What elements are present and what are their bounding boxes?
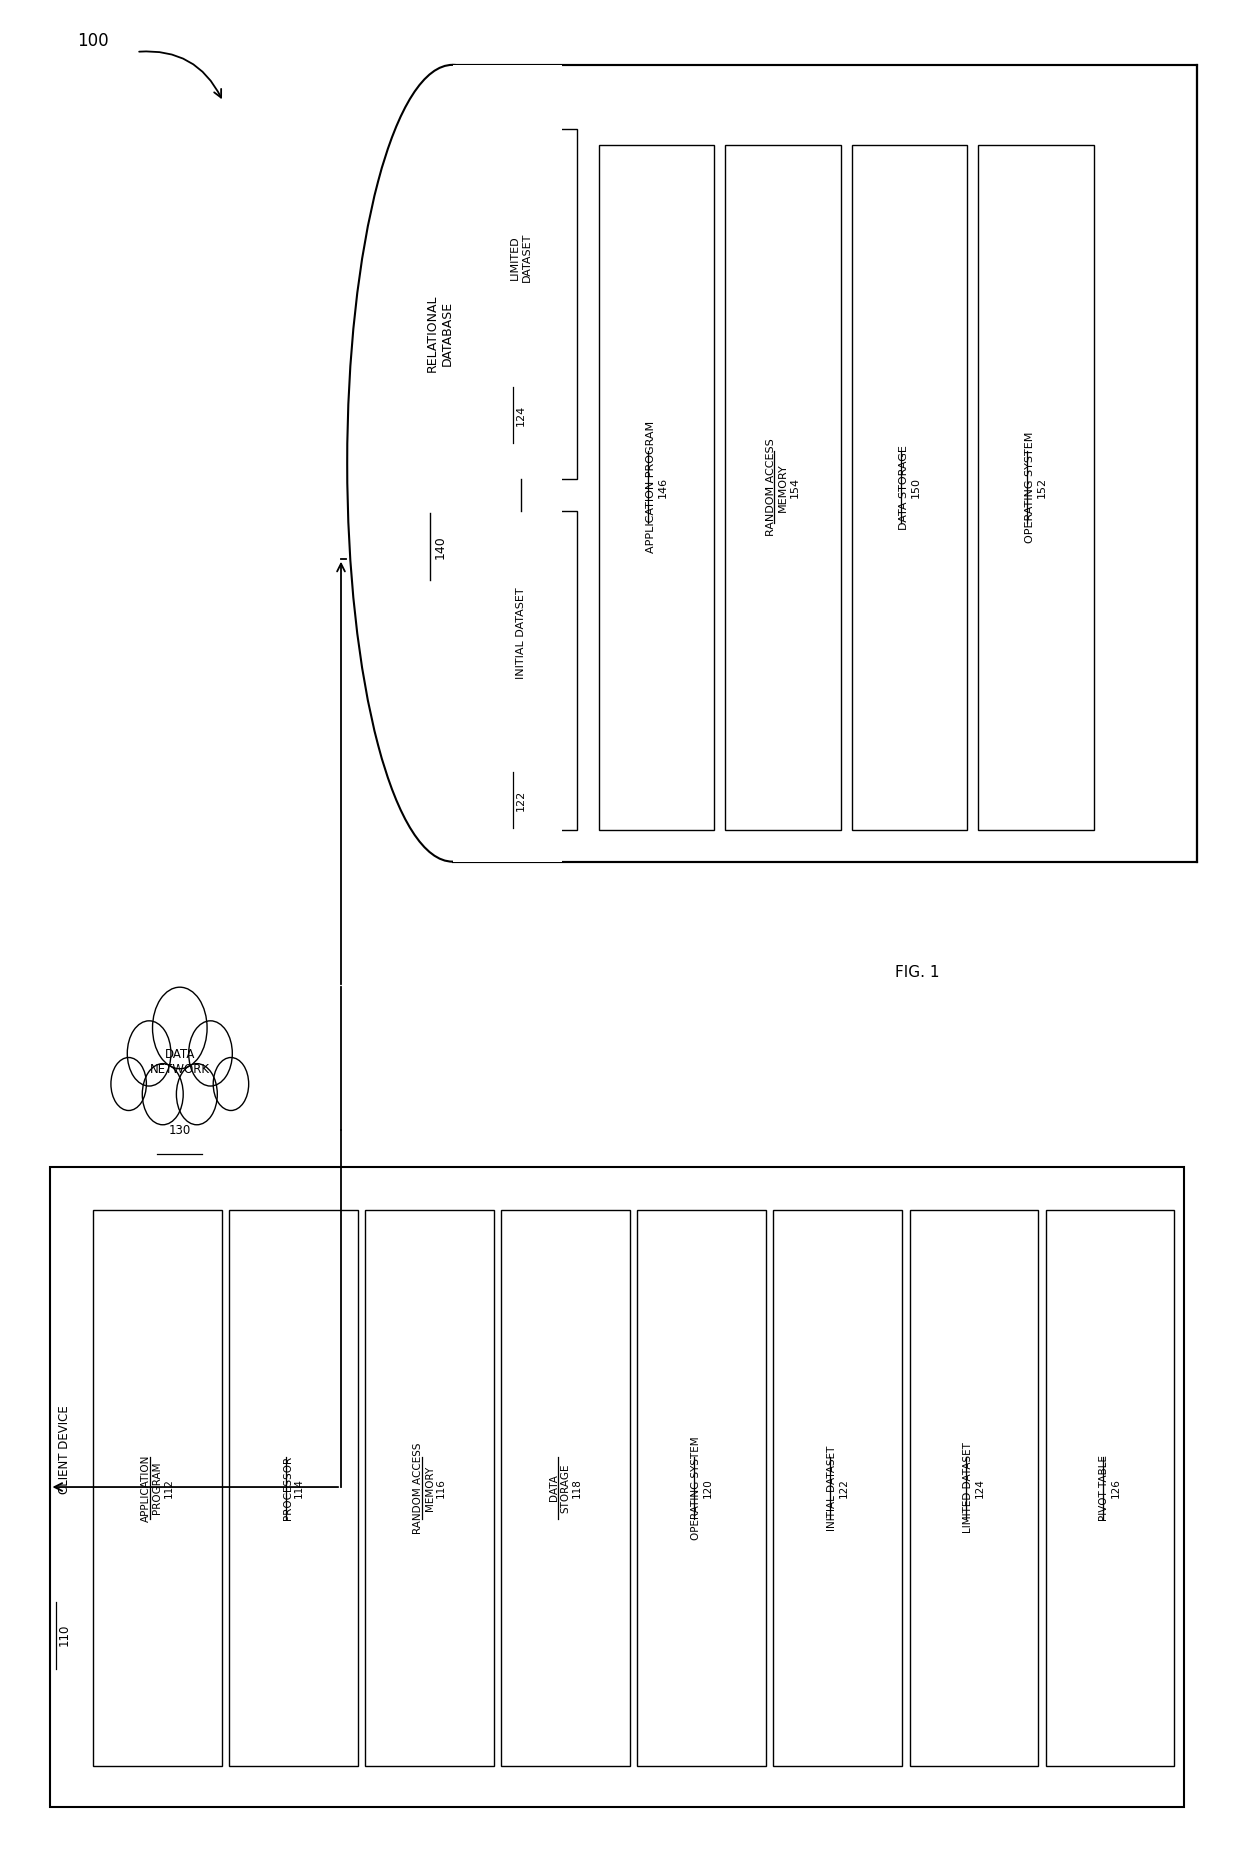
Text: 124: 124 xyxy=(516,404,526,426)
Ellipse shape xyxy=(143,1064,184,1125)
Text: PIVOT TABLE
126: PIVOT TABLE 126 xyxy=(1099,1455,1121,1521)
Ellipse shape xyxy=(128,1021,171,1086)
Text: INITIAL DATASET
122: INITIAL DATASET 122 xyxy=(827,1445,848,1531)
Text: FIG. 1: FIG. 1 xyxy=(895,965,940,980)
Bar xyxy=(453,65,562,862)
Text: INITIAL DATASET: INITIAL DATASET xyxy=(516,587,526,680)
Text: OPERATING SYSTEM
152: OPERATING SYSTEM 152 xyxy=(1025,432,1047,543)
Bar xyxy=(501,1210,630,1766)
Bar xyxy=(50,1167,1184,1807)
Bar xyxy=(365,1210,494,1766)
Ellipse shape xyxy=(153,988,207,1069)
Ellipse shape xyxy=(347,65,558,862)
Text: 110: 110 xyxy=(58,1623,71,1647)
Bar xyxy=(725,145,841,830)
Bar xyxy=(910,1210,1038,1766)
Bar xyxy=(465,128,577,480)
Text: APPLICATION PROGRAM
146: APPLICATION PROGRAM 146 xyxy=(646,421,667,554)
Text: APPLICATION
PROGRAM
112: APPLICATION PROGRAM 112 xyxy=(140,1455,174,1521)
Bar xyxy=(93,1210,222,1766)
Ellipse shape xyxy=(188,1021,232,1086)
Bar xyxy=(347,65,459,862)
Text: DATA
STORAGE
118: DATA STORAGE 118 xyxy=(549,1464,583,1512)
Text: RANDOM ACCESS
MEMORY
116: RANDOM ACCESS MEMORY 116 xyxy=(413,1442,446,1534)
Text: 122: 122 xyxy=(516,789,526,812)
Text: RANDOM ACCESS
MEMORY
154: RANDOM ACCESS MEMORY 154 xyxy=(766,439,800,536)
Bar xyxy=(978,145,1094,830)
Text: LIMITED
DATASET: LIMITED DATASET xyxy=(510,233,532,282)
Bar xyxy=(637,1210,766,1766)
Text: CLIENT DEVICE: CLIENT DEVICE xyxy=(58,1406,71,1494)
Ellipse shape xyxy=(213,1058,249,1110)
Text: 100: 100 xyxy=(77,32,109,50)
Text: RELATIONAL
DATABASE: RELATIONAL DATABASE xyxy=(427,295,454,372)
Text: DATA STORAGE
150: DATA STORAGE 150 xyxy=(899,445,920,530)
Text: 130: 130 xyxy=(169,1123,191,1138)
Bar xyxy=(465,511,577,830)
Text: LIMITED DATASET
124: LIMITED DATASET 124 xyxy=(963,1442,985,1534)
Text: DATA
NETWORK: DATA NETWORK xyxy=(150,1047,210,1077)
Text: PROCESSOR
114: PROCESSOR 114 xyxy=(283,1456,304,1519)
Bar xyxy=(774,1210,903,1766)
Text: OPERATING SYSTEM
120: OPERATING SYSTEM 120 xyxy=(691,1436,713,1540)
Bar xyxy=(453,65,1197,862)
Bar xyxy=(852,145,967,830)
Bar xyxy=(599,145,714,830)
Bar xyxy=(229,1210,358,1766)
Bar xyxy=(1045,1210,1174,1766)
Text: 140: 140 xyxy=(434,536,446,558)
Ellipse shape xyxy=(176,1064,217,1125)
Ellipse shape xyxy=(110,1058,146,1110)
